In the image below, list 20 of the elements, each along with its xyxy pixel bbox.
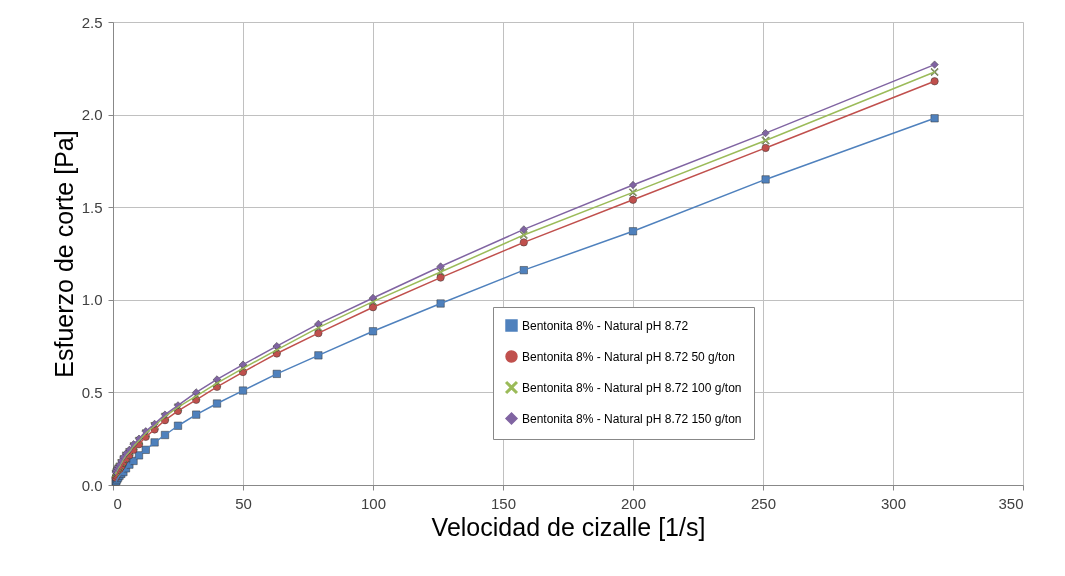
x-tick-label: 50: [235, 494, 252, 512]
legend-label: Bentonita 8% - Natural pH 8.72 100 g/ton: [522, 380, 742, 395]
y-tick-label: 2.5: [81, 13, 103, 31]
x-tick-label: 300: [880, 494, 907, 512]
x-tick-label: 350: [998, 494, 1024, 512]
y-tick-label: 2.0: [81, 106, 103, 124]
y-axis-title: Esfuerzo de corte [Pa]: [49, 130, 78, 378]
y-tick-label: 1.0: [81, 291, 103, 309]
x-tick-label: 0: [113, 494, 122, 512]
legend-label: Bentonita 8% - Natural pH 8.72 150 g/ton: [522, 411, 742, 426]
y-tick-label: 0.0: [81, 476, 103, 494]
legend-label: Bentonita 8% - Natural pH 8.72 50 g/ton: [522, 349, 735, 364]
x-tick-label: 100: [360, 494, 387, 512]
y-tick-label: 1.5: [81, 198, 103, 216]
x-tick-label: 250: [750, 494, 777, 512]
y-tick-label: 0.5: [81, 383, 103, 401]
x-tick-label: 200: [620, 494, 647, 512]
x-axis-title: Velocidad de cizalle [1/s]: [431, 512, 706, 541]
x-tick-label: 150: [490, 494, 517, 512]
legend-label: Bentonita 8% - Natural pH 8.72: [522, 318, 689, 333]
